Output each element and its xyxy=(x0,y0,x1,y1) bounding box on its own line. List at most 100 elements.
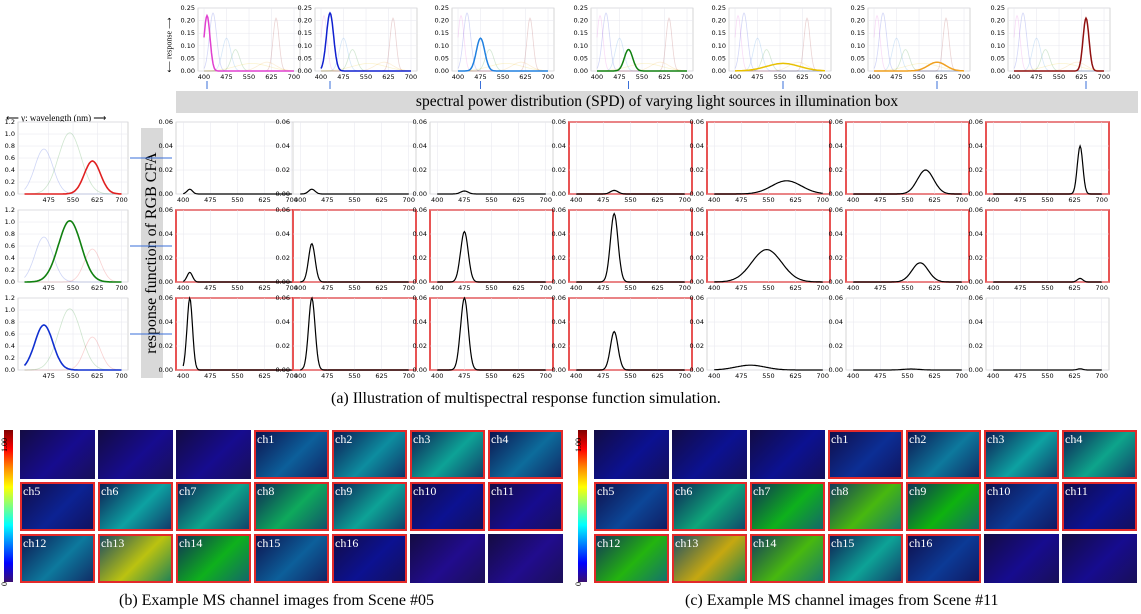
ms-tile: ch6 xyxy=(672,482,747,531)
prod-1-2-ytick-2: 0.04 xyxy=(413,230,427,238)
prod-2-4-xtick-0: 400 xyxy=(708,372,720,380)
cfa-1-ytick-1: 0.2 xyxy=(5,266,15,274)
prod-1-4-ytick-3: 0.06 xyxy=(690,206,704,214)
cfa-1-ytick-0: 0.0 xyxy=(5,278,15,286)
spd-6-ytick-1: 0.05 xyxy=(991,54,1005,62)
prod-0-4-ytick-1: 0.02 xyxy=(690,166,704,174)
spd-2-ghost-5 xyxy=(458,61,548,72)
product-grid: 475 550 625 700 0.0 0.2 0.4 0.6 0.8 1.0 1.2 400 475 5… xyxy=(5,118,1110,380)
prod-1-3-ytick-3: 0.06 xyxy=(552,206,566,214)
ms-tile: ch3 xyxy=(410,430,485,479)
cfa-0-ytick-0: 0.0 xyxy=(5,190,15,198)
prod-1-1-xtick-4: 700 xyxy=(403,284,415,292)
prod-0-5-ytick-0: 0.00 xyxy=(829,190,843,198)
prod-0-5-xtick-1: 475 xyxy=(874,196,886,204)
prod-1-6-axes: 400 475 550 625 700 0.00 0.02 0.04 0.06 xyxy=(969,206,1110,292)
spd-0-ytick-5: 0.25 xyxy=(181,4,195,12)
prod-1-1-xtick-1: 475 xyxy=(321,284,333,292)
prod-0-3-xtick-4: 700 xyxy=(679,196,691,204)
prod-1-0-xtick-4: 700 xyxy=(286,284,298,292)
spd-0-ytick-0: 0.00 xyxy=(181,67,195,75)
prod-1-2-xtick-1: 475 xyxy=(458,284,470,292)
ms-tile-label: ch6 xyxy=(101,484,119,498)
ms-tile-label: ch9 xyxy=(335,484,353,498)
prod-2-4-curve xyxy=(714,364,823,371)
prod-1-1-xtick-3: 625 xyxy=(375,284,387,292)
prod-2-5-axes: 400 475 550 625 700 0.00 0.02 0.04 0.06 xyxy=(829,294,970,380)
spd-0-xtick-2: 550 xyxy=(243,73,255,81)
prod-2-1-ytick-0: 0.00 xyxy=(276,366,290,374)
prod-1-2-xtick-4: 700 xyxy=(540,284,552,292)
spd-4-xtick-4: 700 xyxy=(819,73,831,81)
cfa-2-xtick-0: 475 xyxy=(43,372,55,380)
spd-4-ytick-1: 0.05 xyxy=(712,54,726,62)
spd-5-xtick-0: 400 xyxy=(868,73,880,81)
prod-1-1-ytick-2: 0.04 xyxy=(276,230,290,238)
spd-5-ytick-1: 0.05 xyxy=(851,54,865,62)
prod-1-3-ytick-1: 0.02 xyxy=(552,254,566,262)
prod-0-6-ytick-2: 0.04 xyxy=(969,142,983,150)
caption-c: (c) Example MS channel images from Scene… xyxy=(685,592,999,609)
ms-tile-label: ch7 xyxy=(753,484,771,498)
prod-0-2-xtick-4: 700 xyxy=(540,196,552,204)
spd-0-ytick-3: 0.15 xyxy=(181,29,195,37)
ms-tile: ch14 xyxy=(176,534,251,583)
cfa-2-axes: 475 550 625 700 0.0 0.2 0.4 0.6 0.8 1.0 1.2 xyxy=(5,294,129,380)
prod-2-3-xtick-1: 475 xyxy=(597,372,609,380)
ms-tile-label: ch8 xyxy=(831,484,849,498)
prod-0-0-ytick-2: 0.04 xyxy=(159,142,173,150)
prod-0-2-ytick-2: 0.04 xyxy=(413,142,427,150)
cfa-1-ytick-2: 0.4 xyxy=(5,254,15,262)
prod-0-6-xtick-3: 625 xyxy=(1068,196,1080,204)
prod-2-6-xtick-3: 625 xyxy=(1068,372,1080,380)
prod-2-5-ytick-0: 0.00 xyxy=(829,366,843,374)
colorbar-scene11 xyxy=(578,430,587,582)
prod-0-2-ytick-1: 0.02 xyxy=(413,166,427,174)
spd-4-xtick-3: 625 xyxy=(796,73,808,81)
prod-1-5-ytick-1: 0.02 xyxy=(829,254,843,262)
spd-6-axes: 400 475 550 625 700 0.00 0.05 0.10 0.15 0.20 0.25 xyxy=(991,4,1111,81)
cfa-1-xtick-1: 550 xyxy=(67,284,79,292)
ms-tile: ch9 xyxy=(906,482,981,531)
spd-4-xtick-0: 400 xyxy=(729,73,741,81)
ms-tile: ch4 xyxy=(1062,430,1137,479)
prod-2-2-xtick-1: 475 xyxy=(458,372,470,380)
cfa-0-ytick-5: 1.0 xyxy=(5,130,15,138)
prod-2-0-ytick-1: 0.02 xyxy=(159,342,173,350)
ms-tile xyxy=(1062,534,1137,583)
prod-1-1-xtick-0: 400 xyxy=(294,284,306,292)
spd-2-ytick-3: 0.15 xyxy=(435,29,449,37)
prod-0-0-xtick-3: 625 xyxy=(258,196,270,204)
spd-5-ghost-2 xyxy=(874,37,964,72)
prod-0-3-ytick-0: 0.00 xyxy=(552,190,566,198)
prod-0-1-ytick-1: 0.02 xyxy=(276,166,290,174)
spd-4-ghost-2 xyxy=(735,37,825,72)
spd-4-ghost-6 xyxy=(735,17,825,72)
spd-2-xtick-3: 625 xyxy=(519,73,531,81)
prod-1-6-ytick-3: 0.06 xyxy=(969,206,983,214)
prod-1-3-xtick-2: 550 xyxy=(624,284,636,292)
spd-5-ytick-4: 0.20 xyxy=(851,17,865,25)
ms-tile-label: ch16 xyxy=(909,536,933,550)
cfa-0-xtick-1: 550 xyxy=(67,196,79,204)
prod-2-2-xtick-2: 550 xyxy=(485,372,497,380)
prod-1-4-ytick-1: 0.02 xyxy=(690,254,704,262)
prod-1-4-xtick-3: 625 xyxy=(789,284,801,292)
cfa-2-ytick-4: 0.8 xyxy=(5,318,15,326)
prod-0-5-xtick-0: 400 xyxy=(847,196,859,204)
prod-0-4-ytick-2: 0.04 xyxy=(690,142,704,150)
spd-6-xtick-3: 625 xyxy=(1075,73,1087,81)
spd-6-xtick-0: 400 xyxy=(1008,73,1020,81)
ms-tile: ch10 xyxy=(984,482,1059,531)
prod-2-2-axes: 400 475 550 625 700 0.00 0.02 0.04 0.06 xyxy=(413,294,554,380)
prod-1-5-curve xyxy=(853,262,962,283)
prod-2-1-xtick-1: 475 xyxy=(321,372,333,380)
prod-2-1-ytick-3: 0.06 xyxy=(276,294,290,302)
prod-2-6-xtick-4: 700 xyxy=(1096,372,1108,380)
prod-2-4-xtick-1: 475 xyxy=(735,372,747,380)
ms-tile: ch10 xyxy=(410,482,485,531)
prod-2-3-xtick-3: 625 xyxy=(651,372,663,380)
ms-tile xyxy=(672,430,747,479)
ms-tile: ch12 xyxy=(594,534,669,583)
cfa-0-curve xyxy=(24,160,122,195)
